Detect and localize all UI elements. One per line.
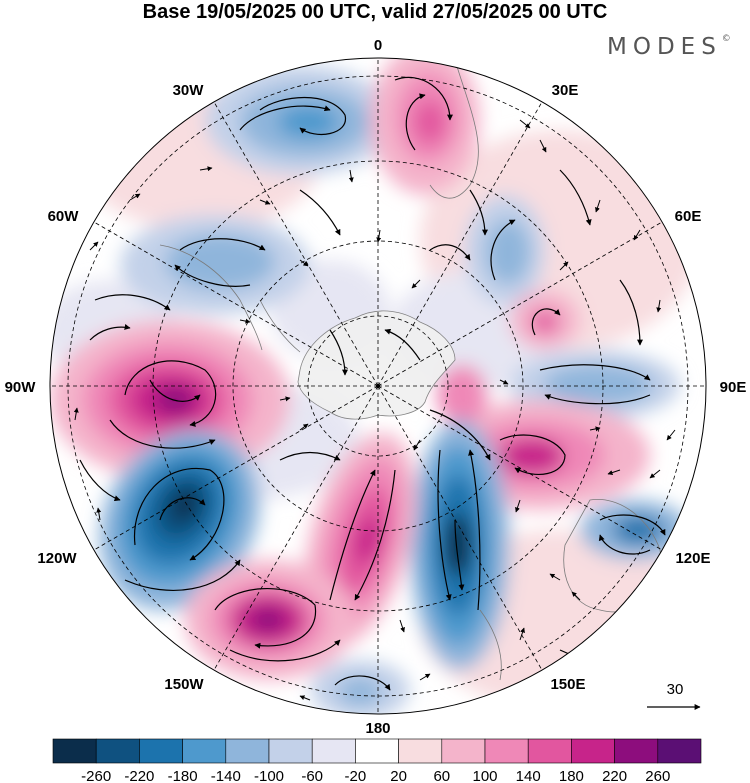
wind-vectors-short: [73, 119, 676, 701]
colorbar-swatch: [182, 738, 227, 764]
coastline-africa: [429, 59, 479, 199]
colorbar-swatch: [571, 738, 615, 764]
copyright-mark: ©: [721, 34, 731, 44]
colorbar-tick-label: 180: [559, 768, 584, 783]
colorbar-swatch: [484, 738, 529, 764]
colorbar-swatch: [355, 738, 399, 764]
lon-label-30w: 30W: [173, 82, 205, 99]
reference-vector-label: 30: [667, 681, 684, 698]
colorbar: -260 -220 -180 -140 -100 -60 -20 20 60 100 140 180 2…: [52, 738, 702, 783]
south-pole-dot: [376, 384, 380, 388]
lon-label-90e: 90E: [720, 379, 747, 396]
reference-vector: 30: [647, 681, 701, 710]
brand-text: MODES: [607, 34, 722, 60]
colorbar-swatch: [268, 738, 313, 764]
lon-label-60e: 60E: [675, 208, 702, 225]
colorbar-tick-label: 20: [390, 768, 407, 783]
colorbar-tick-label: -260: [81, 768, 111, 783]
lon-label-120w: 120W: [37, 550, 77, 567]
chart-title: Base 19/05/2025 00 UTC, valid 27/05/2025…: [142, 1, 608, 23]
colorbar-tick-label: -100: [254, 768, 284, 783]
lon-label-150e: 150E: [550, 676, 585, 693]
lon-label-150w: 150W: [164, 676, 204, 693]
lon-label-180: 180: [365, 720, 390, 737]
colorbar-swatch: [225, 738, 270, 764]
colorbar-tick-label: 60: [433, 768, 450, 783]
longitude-labels: 0 30W 30E 60W 60E 90W 90E 120W 120E 150W…: [5, 37, 747, 737]
lon-label-120e: 120E: [675, 550, 710, 567]
colorbar-tick-label: 220: [602, 768, 627, 783]
colorbar-swatch: [657, 738, 702, 764]
colorbar-swatch: [95, 738, 140, 764]
colorbar-swatch: [441, 738, 486, 764]
colorbar-swatch: [311, 738, 356, 764]
colorbar-tick-label: 260: [645, 768, 670, 783]
map-boundary: [49, 57, 707, 715]
colorbar-tick-label: -20: [345, 768, 367, 783]
colorbar-tick-label: 100: [472, 768, 497, 783]
wind-streamlines: [79, 76, 666, 691]
lon-label-0: 0: [374, 37, 382, 54]
colorbar-tick-label: 140: [516, 768, 541, 783]
colorbar-tick-label: -140: [211, 768, 241, 783]
colorbar-tick-label: -220: [124, 768, 154, 783]
colorbar-tick-label: -180: [168, 768, 198, 783]
anomaly-field: [50, 58, 706, 714]
lon-label-60w: 60W: [48, 208, 80, 225]
graticule: [50, 58, 706, 714]
colorbar-swatch: [398, 738, 443, 764]
antarctica: [297, 310, 456, 420]
coastline-south-america: [159, 244, 263, 351]
lon-label-30e: 30E: [552, 82, 579, 99]
modes-logo: MODES©: [607, 34, 731, 60]
colorbar-tick-label: -60: [301, 768, 323, 783]
colorbar-swatch: [139, 738, 183, 764]
lon-label-90w: 90W: [5, 379, 37, 396]
colorbar-swatch: [52, 738, 97, 764]
colorbar-swatch: [614, 738, 659, 764]
coastline-new-zealand: [479, 609, 502, 681]
colorbar-swatch: [527, 738, 572, 764]
